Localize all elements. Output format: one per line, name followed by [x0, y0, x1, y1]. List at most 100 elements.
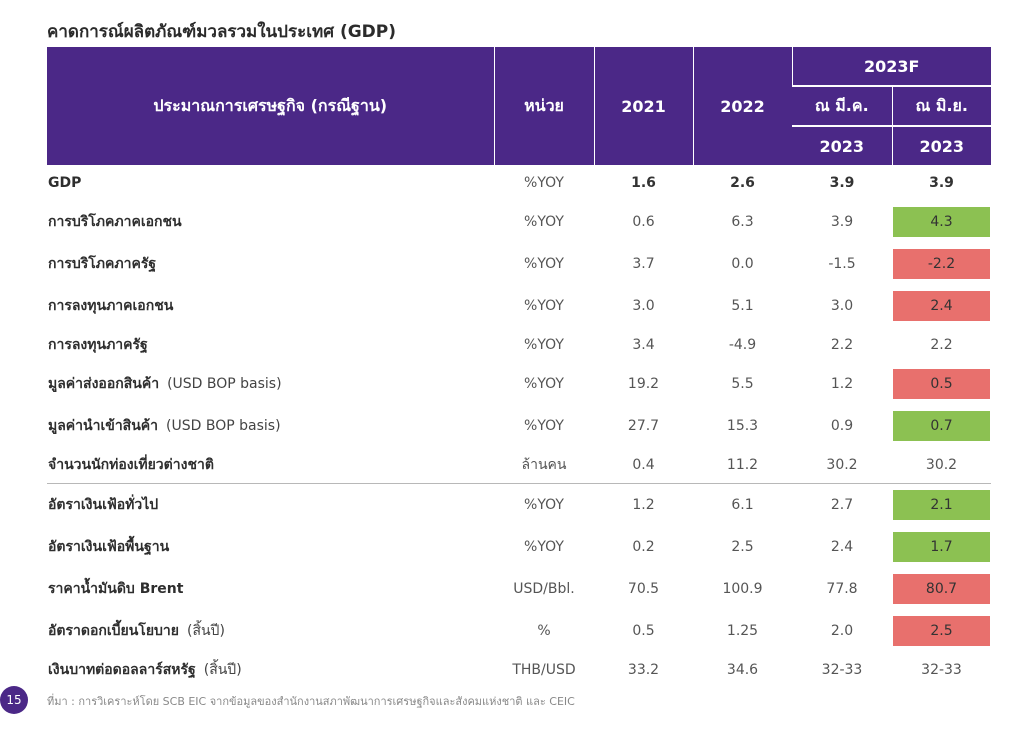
value-march-cell: 2.2 [830, 337, 854, 353]
row-label-text: อัตราดอกเบี้ยนโยบาย [48, 623, 179, 639]
value-2022-cell: 6.1 [693, 483, 792, 526]
table-row: การลงทุนภาครัฐ %YOY 3.4 -4.9 2.2 2.2 [47, 327, 991, 363]
value-march-cell: 3.9 [830, 214, 854, 230]
value-june-cell: 30.2 [925, 457, 958, 473]
revised-up-badge: 4.3 [893, 207, 990, 237]
revised-up-badge: 1.7 [893, 532, 990, 562]
unit-cell: %YOY [524, 418, 564, 434]
row-label: ราคาน้ำมันดิบ Brent [47, 568, 494, 610]
unit-cell: %YOY [524, 175, 564, 191]
unit-cell: %YOY [524, 256, 564, 272]
value-june-cell: 1.7 [892, 526, 991, 568]
value-march-cell: 2.7 [792, 483, 892, 526]
value-2022-cell: 15.3 [726, 418, 759, 434]
header-june: ณ มิ.ย. [891, 85, 991, 126]
value-2021-cell: 1.2 [594, 483, 693, 526]
row-label-note: (USD BOP basis) [166, 418, 281, 434]
table-row: มูลค่านำเข้าสินค้า (USD BOP basis) %YOY 27.… [47, 405, 991, 447]
unit-cell: %YOY [524, 376, 564, 392]
row-label-note: (USD BOP basis) [167, 376, 282, 392]
row-label: การลงทุนภาครัฐ [47, 327, 494, 363]
value-2021-cell: 0.5 [632, 623, 655, 639]
header-2021: 2021 [593, 47, 693, 165]
revised-down-badge: -2.2 [893, 249, 990, 279]
value-2021-cell: 27.7 [627, 418, 660, 434]
unit-cell: USD/Bbl. [513, 581, 575, 597]
value-june-cell: 80.7 [892, 568, 991, 610]
row-label: การบริโภคภาคเอกชน [47, 201, 494, 243]
revised-down-badge: 80.7 [893, 574, 990, 604]
value-2021-cell: 3.0 [632, 298, 655, 314]
page-number-badge: 15 [0, 686, 28, 714]
table-body: GDP %YOY 1.6 2.6 3.9 3.9 การบริโภคภาคเอกชน %YOY… [47, 165, 991, 688]
row-label-note: (สิ้นปี) [186, 623, 225, 639]
row-label: อัตราเงินเฟ้อพื้นฐาน [47, 526, 494, 568]
row-label-text: มูลค่านำเข้าสินค้า [48, 418, 159, 434]
value-2021-cell: 3.7 [632, 256, 655, 272]
value-march-cell: 3.9 [829, 175, 855, 191]
revised-down-badge: 2.4 [893, 291, 990, 321]
value-june-cell: 2.1 [892, 483, 991, 526]
header-2022: 2022 [692, 47, 792, 165]
revised-up-badge: 0.7 [893, 411, 990, 441]
table-row: อัตราดอกเบี้ยนโยบาย (สิ้นปี)% 0.5 1.25 2.0 2.… [47, 610, 991, 652]
row-label-text: เงินบาทต่อดอลลาร์สหรัฐ [48, 662, 196, 678]
row-label-note: (สิ้นปี) [203, 662, 242, 678]
value-2022-cell: 34.6 [726, 662, 759, 678]
unit-cell: %YOY [524, 337, 564, 353]
row-label: การบริโภคภาครัฐ [47, 243, 494, 285]
row-label-text: อัตราเงินเฟ้อพื้นฐาน [48, 539, 170, 555]
unit-cell: % [537, 623, 551, 639]
value-2022-cell: 1.25 [726, 623, 759, 639]
table-row: อัตราเงินเฟ้อพื้นฐาน %YOY 0.2 2.5 2.4 1.7 [47, 526, 991, 568]
table-row: การบริโภคภาคเอกชน %YOY 0.6 6.3 3.9 4.3 [47, 201, 991, 243]
value-2021-cell: 19.2 [627, 376, 660, 392]
value-march-cell: 30.2 [826, 457, 858, 473]
value-march-cell: 77.8 [826, 581, 858, 597]
table-row: อัตราเงินเฟ้อทั่วไป %YOY 1.2 6.1 2.7 2.1 [47, 483, 991, 526]
row-label-text: อัตราเงินเฟ้อทั่วไป [48, 497, 159, 513]
header-march-year: 2023 [792, 125, 892, 165]
table-row: การบริโภคภาครัฐ %YOY 3.7 0.0 -1.5 -2.2 [47, 243, 991, 285]
gdp-forecast-table: ประมาณการเศรษฐกิจ (กรณีฐาน) หน่วย 2021 2… [47, 47, 991, 688]
value-2022-cell: 0.0 [731, 256, 754, 272]
value-june-cell: 2.5 [892, 610, 991, 652]
value-2021-cell: 1.6 [631, 175, 656, 191]
table-row: มูลค่าส่งออกสินค้า (USD BOP basis) %YOY 19.… [47, 363, 991, 405]
unit-cell: ล้านคน [521, 457, 567, 473]
row-label: มูลค่าส่งออกสินค้า (USD BOP basis) [47, 363, 494, 405]
row-label-text: การบริโภคภาครัฐ [48, 256, 157, 272]
row-label: เงินบาทต่อดอลลาร์สหรัฐ (สิ้นปี) [47, 652, 494, 688]
row-label-text: ราคาน้ำมันดิบ Brent [48, 581, 184, 597]
value-june-cell: 32-33 [921, 662, 962, 678]
value-march-cell: 0.9 [830, 418, 854, 434]
header-june-year: 2023 [891, 125, 991, 165]
table-row: ราคาน้ำมันดิบ Brent USD/Bbl. 70.5 100.9 77.8… [47, 568, 991, 610]
value-2022-cell: 5.5 [731, 376, 754, 392]
value-2021-cell: 3.4 [632, 337, 655, 353]
value-june-cell: -2.2 [892, 243, 991, 285]
page-title: คาดการณ์ผลิตภัณฑ์มวลรวมในประเทศ (GDP) [47, 22, 397, 42]
row-label: จำนวนนักท่องเที่ยวต่างชาติ [47, 447, 494, 484]
row-label-text: จำนวนนักท่องเที่ยวต่างชาติ [48, 457, 214, 473]
value-2022-cell: 2.6 [730, 175, 755, 191]
revised-up-badge: 2.1 [893, 490, 990, 520]
value-june-cell: 2.4 [892, 285, 991, 327]
row-label-text: การบริโภคภาคเอกชน [48, 214, 182, 230]
value-march-cell: 1.2 [830, 376, 854, 392]
source-note: ที่มา : การวิเคราะห์โดย SCB EIC จากข้อมู… [47, 695, 575, 708]
value-2022-cell: 100.9 [722, 581, 763, 597]
unit-cell: %YOY [524, 214, 564, 230]
row-label: อัตราเงินเฟ้อทั่วไป [47, 483, 494, 526]
value-march-cell: 3.0 [830, 298, 854, 314]
unit-cell: %YOY [524, 539, 564, 555]
value-2021-cell: 0.2 [632, 539, 655, 555]
header-indicator: ประมาณการเศรษฐกิจ (กรณีฐาน) [47, 47, 494, 165]
row-label-text: การลงทุนภาครัฐ [48, 337, 148, 353]
value-2022-cell: 11.2 [726, 457, 759, 473]
value-march-cell: 2.4 [830, 539, 854, 555]
revised-down-badge: 2.5 [893, 616, 990, 646]
revised-down-badge: 0.5 [893, 369, 990, 399]
value-2021-cell: 0.4 [632, 457, 655, 473]
table-row: จำนวนนักท่องเที่ยวต่างชาติ ล้านคน 0.4 11.2 3… [47, 447, 991, 484]
